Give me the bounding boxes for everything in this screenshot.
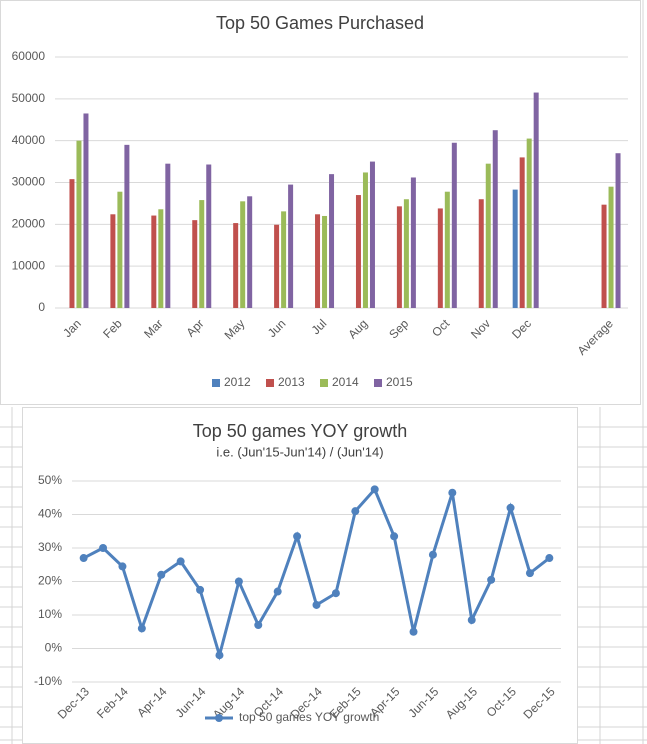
legend-swatch xyxy=(212,379,220,387)
marker xyxy=(157,570,166,579)
y-tick-label: 0 xyxy=(38,300,45,314)
chart-title: Top 50 games YOY growth xyxy=(193,421,407,441)
bar xyxy=(485,163,491,308)
marker xyxy=(99,544,108,552)
bar xyxy=(165,163,171,308)
y-tick-label: 20% xyxy=(38,574,62,588)
y-tick-label: 30000 xyxy=(12,175,46,189)
bar xyxy=(247,196,253,308)
bar xyxy=(274,224,280,308)
legend-label: 2013 xyxy=(278,375,305,389)
bar xyxy=(233,223,239,308)
bar xyxy=(437,208,443,308)
bar xyxy=(478,199,484,308)
bar xyxy=(444,191,450,308)
bar xyxy=(322,215,328,308)
bar xyxy=(158,209,164,308)
bar xyxy=(492,130,498,308)
bar xyxy=(288,184,294,308)
marker xyxy=(370,485,379,494)
bar xyxy=(199,200,205,308)
y-tick-label: 10% xyxy=(38,607,62,621)
y-tick-label: 40000 xyxy=(12,133,46,147)
y-tick-label: 50% xyxy=(38,473,62,487)
bar xyxy=(110,214,116,308)
bar xyxy=(281,211,287,308)
marker xyxy=(506,503,515,512)
marker xyxy=(176,557,185,566)
marker xyxy=(467,616,476,625)
bar xyxy=(329,174,335,308)
chart-subtitle: i.e. (Jun'15-Jun'14) / (Jun'14) xyxy=(216,444,383,459)
marker xyxy=(409,627,418,636)
chart-title: Top 50 Games Purchased xyxy=(216,13,424,33)
bar xyxy=(117,191,123,308)
bar xyxy=(240,201,246,308)
y-tick-label: 30% xyxy=(38,540,62,554)
bar xyxy=(315,214,321,308)
bar xyxy=(533,92,539,308)
legend-swatch xyxy=(320,379,328,387)
marker xyxy=(215,651,224,660)
bar xyxy=(512,189,518,308)
bar xyxy=(519,157,525,308)
bar xyxy=(608,186,614,308)
y-tick-label: 20000 xyxy=(12,217,46,231)
y-tick-label: 60000 xyxy=(12,49,46,63)
bar xyxy=(451,142,457,308)
marker xyxy=(137,624,146,633)
bar xyxy=(124,144,130,308)
y-tick-label: -10% xyxy=(34,674,62,688)
chart-area[interactable] xyxy=(22,407,578,744)
marker xyxy=(312,600,321,609)
bar xyxy=(410,177,416,308)
y-tick-label: 50000 xyxy=(12,91,46,105)
marker xyxy=(254,621,263,630)
y-tick-label: 0% xyxy=(45,641,63,655)
bar xyxy=(362,172,368,308)
bar xyxy=(601,204,607,308)
marker xyxy=(79,554,88,563)
legend-marker xyxy=(215,714,223,722)
chart-area[interactable] xyxy=(0,0,641,405)
bar xyxy=(206,164,212,308)
bar xyxy=(76,140,82,308)
legend-label: 2012 xyxy=(224,375,251,389)
y-tick-label: 10000 xyxy=(12,258,46,272)
bar xyxy=(369,161,375,308)
bar xyxy=(69,179,75,308)
legend-swatch xyxy=(266,379,274,387)
bar xyxy=(192,220,198,308)
marker xyxy=(196,585,205,594)
marker xyxy=(351,507,360,516)
marker xyxy=(487,575,496,584)
marker xyxy=(390,532,399,541)
marker xyxy=(273,587,282,596)
bar xyxy=(396,206,402,308)
marker xyxy=(331,589,340,598)
marker xyxy=(525,569,534,578)
legend-label: 2014 xyxy=(332,375,359,389)
bar xyxy=(83,113,89,308)
y-tick-label: 40% xyxy=(38,507,62,521)
marker xyxy=(545,554,554,563)
bar xyxy=(526,138,532,308)
legend-label: 2015 xyxy=(386,375,413,389)
marker xyxy=(118,562,127,571)
marker xyxy=(448,488,457,497)
marker xyxy=(234,577,243,586)
marker xyxy=(293,532,302,541)
legend-swatch xyxy=(374,379,382,387)
marker xyxy=(428,550,437,559)
bar xyxy=(615,153,621,308)
bar xyxy=(151,215,157,308)
bar xyxy=(403,199,409,308)
legend-label: top 50 games YOY growth xyxy=(239,710,379,724)
bar xyxy=(355,195,361,308)
